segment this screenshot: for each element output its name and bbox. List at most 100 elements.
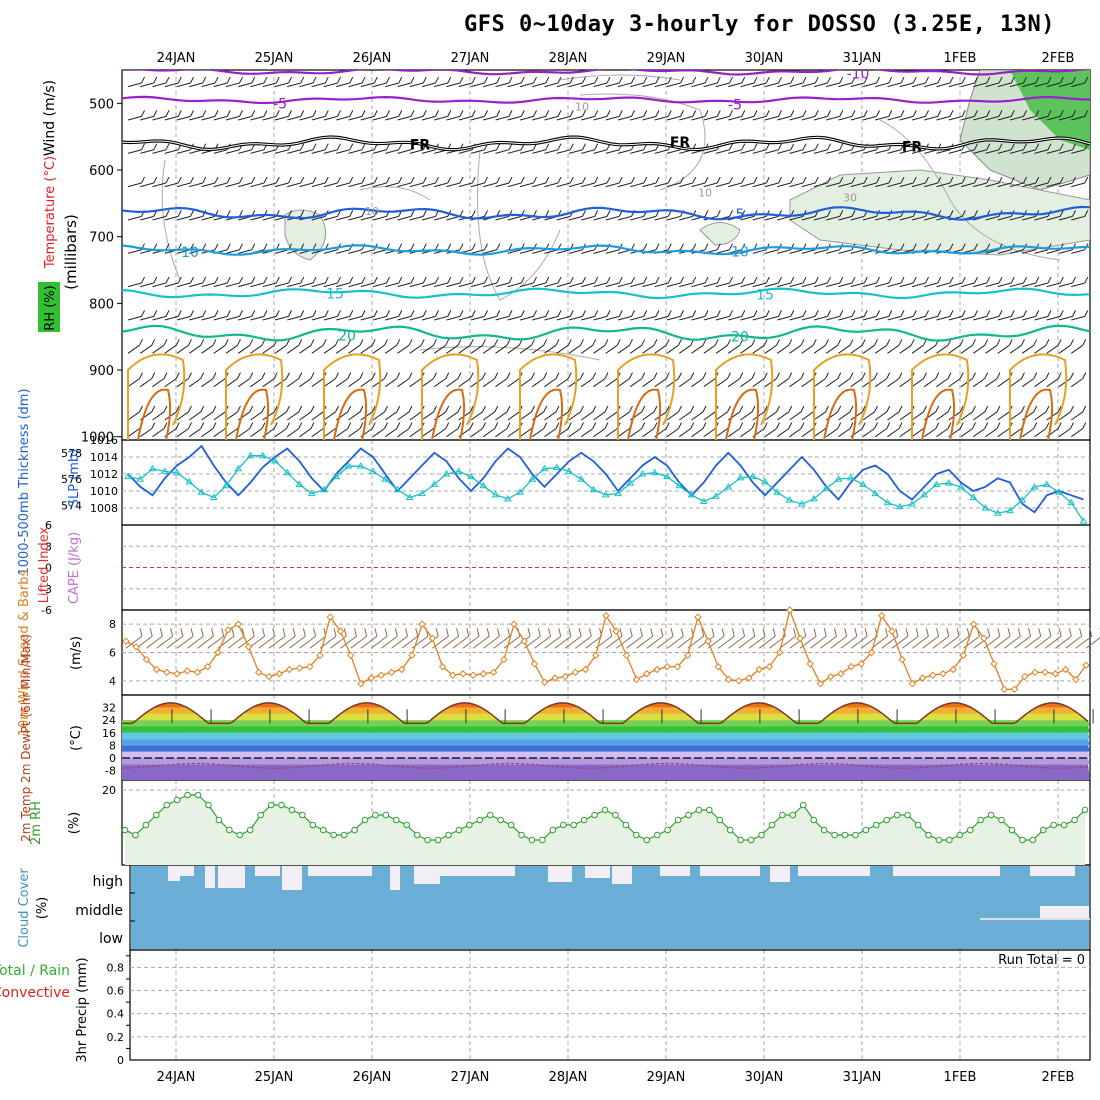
wind-barb xyxy=(507,378,520,388)
wind-barb xyxy=(789,282,804,288)
wind-barb-tick xyxy=(545,276,550,284)
wind-barb-tick xyxy=(202,310,207,317)
wind-speed-marker xyxy=(193,668,202,677)
wind-barb xyxy=(544,315,559,321)
wind-barb xyxy=(654,115,669,121)
wind-barb xyxy=(740,315,755,321)
wind-barb xyxy=(997,411,1010,421)
wind-barb xyxy=(1034,344,1047,354)
wind-barb-tick xyxy=(569,76,574,84)
thickness-marker xyxy=(932,480,941,487)
wind-barb-tick xyxy=(653,422,658,429)
wind-barb-tick xyxy=(249,339,254,346)
wind-barb xyxy=(899,82,914,88)
wind-barb-tick xyxy=(690,372,695,379)
wind-barb-tick xyxy=(643,276,648,284)
thickness-marker xyxy=(724,483,733,490)
wind-barb xyxy=(544,635,562,649)
wind-barb-tick xyxy=(949,243,954,250)
wind-barb-tick xyxy=(997,628,1001,637)
rh-marker xyxy=(549,826,557,834)
thickness-marker xyxy=(748,472,757,480)
wind-barb xyxy=(384,428,398,438)
wind-barb xyxy=(593,378,606,388)
wind-barb xyxy=(495,428,508,438)
wind-barb xyxy=(740,378,753,388)
wind-barb xyxy=(985,411,998,421)
wind-barb-tick xyxy=(263,276,268,284)
wind-speed-marker xyxy=(847,662,855,671)
wind-barb-tick xyxy=(947,372,952,379)
wind-barb-tick xyxy=(471,110,476,117)
wind-barb xyxy=(912,635,929,649)
wind-barb xyxy=(299,149,314,154)
ylabel-temp: Temperature (°C) xyxy=(43,156,58,269)
wind-barb-tick xyxy=(153,110,158,117)
wind-barb xyxy=(789,149,804,154)
wind-barb xyxy=(605,378,618,388)
wind-barb-tick xyxy=(998,310,1003,317)
wind-barb-tick xyxy=(398,176,403,184)
wind-barb-tick xyxy=(221,628,225,637)
wind-barb xyxy=(972,411,986,421)
wind-barb-tick xyxy=(660,628,664,637)
rh-marker xyxy=(518,831,525,839)
wind-barb-tick xyxy=(496,276,501,284)
wind-barb xyxy=(777,315,791,321)
wind-barb-tick xyxy=(445,628,449,637)
wind-barb xyxy=(617,115,632,121)
wind-barb-tick xyxy=(386,310,390,317)
temp-band xyxy=(122,739,1090,746)
thickness-marker xyxy=(271,456,279,464)
ytick-label: 600 xyxy=(89,164,114,179)
wind-barb-tick xyxy=(790,143,795,150)
wind-barb-tick xyxy=(1023,310,1027,317)
wind-barb-tick xyxy=(353,628,357,637)
wind-barb-tick xyxy=(790,310,795,317)
rh2m-labels: 2m RH (%) xyxy=(29,801,82,845)
wind-barb xyxy=(679,315,693,321)
wind-barb-tick xyxy=(704,210,709,217)
wind-barb xyxy=(385,82,399,88)
wind-barb xyxy=(580,411,594,421)
ylabel-lifted: Lifted Index xyxy=(37,526,52,603)
wind-barb-tick xyxy=(998,110,1003,117)
wind-barb xyxy=(323,149,338,154)
wind-barb xyxy=(973,115,987,121)
wind-barb xyxy=(642,378,655,388)
wind-barb xyxy=(372,315,387,321)
ylabel-precip-conv: Convective xyxy=(0,985,70,1001)
wind-barb xyxy=(901,635,919,649)
wind-speed-marker xyxy=(775,648,784,657)
wind-barb-tick xyxy=(469,405,474,413)
wind-barb-tick xyxy=(555,339,560,346)
contour-label: 10 xyxy=(181,245,199,261)
wind-barb-tick xyxy=(508,110,513,117)
wind-barb-tick xyxy=(655,276,660,284)
wind-barb xyxy=(764,344,777,354)
thickness-marker xyxy=(418,489,426,497)
upper-air-labels: (millibars) Wind (m/s) Temperature (°C) … xyxy=(38,80,80,332)
rh-marker xyxy=(184,791,191,799)
wind-barb-tick xyxy=(312,210,317,217)
wind-barb-tick xyxy=(200,628,204,637)
wind-speed-marker xyxy=(469,671,477,679)
wind-barb-tick xyxy=(580,422,584,429)
wind-speed-marker xyxy=(224,626,232,634)
ylabel-wind: Wind (m/s) xyxy=(42,80,58,156)
wind-barb xyxy=(189,315,203,321)
wind-barb-tick xyxy=(384,405,388,413)
wind-barb xyxy=(932,635,950,649)
wind-barb-tick xyxy=(422,310,427,317)
wind-barb-tick xyxy=(398,76,403,84)
wind-barb xyxy=(189,82,203,88)
wind-barb-tick xyxy=(533,76,537,84)
wind-barb-tick xyxy=(1021,339,1025,346)
wind-barb xyxy=(789,315,804,321)
wind-barb xyxy=(715,249,730,254)
contour-label: 10 xyxy=(698,186,712,199)
wind-barb-tick xyxy=(456,628,460,637)
isotherm-25 xyxy=(225,353,284,440)
wind-barb-tick xyxy=(778,76,782,84)
wind-barb xyxy=(348,378,361,388)
